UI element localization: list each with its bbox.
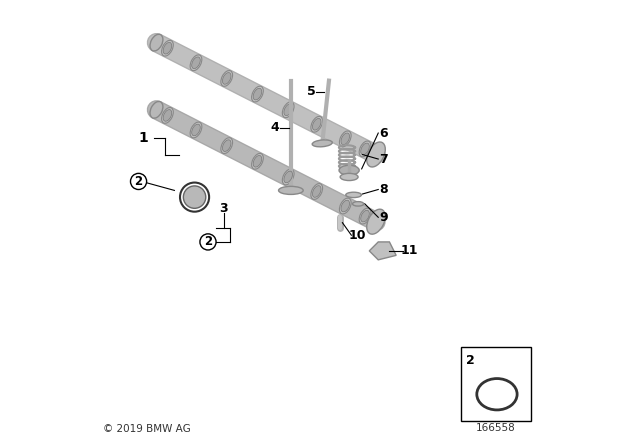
Ellipse shape	[192, 124, 200, 136]
Text: 11: 11	[401, 244, 419, 258]
Ellipse shape	[339, 131, 351, 147]
Ellipse shape	[359, 141, 371, 157]
Ellipse shape	[223, 140, 231, 151]
Ellipse shape	[312, 118, 321, 130]
Text: 6: 6	[380, 126, 388, 140]
Text: 4: 4	[271, 121, 280, 134]
Ellipse shape	[339, 165, 359, 175]
Ellipse shape	[184, 186, 206, 208]
Text: 2: 2	[134, 175, 143, 188]
Ellipse shape	[353, 202, 364, 206]
Ellipse shape	[341, 200, 349, 212]
Text: © 2019 BMW AG: © 2019 BMW AG	[103, 424, 191, 434]
Ellipse shape	[161, 108, 173, 123]
Ellipse shape	[192, 57, 200, 69]
Ellipse shape	[311, 116, 323, 132]
Ellipse shape	[339, 198, 351, 214]
Text: 9: 9	[380, 211, 388, 224]
Ellipse shape	[282, 169, 294, 185]
Text: 10: 10	[348, 228, 366, 242]
Text: 3: 3	[220, 202, 228, 215]
Ellipse shape	[312, 185, 321, 197]
Circle shape	[200, 234, 216, 250]
Text: 1: 1	[138, 130, 148, 145]
Ellipse shape	[367, 209, 385, 234]
Ellipse shape	[282, 102, 294, 118]
Ellipse shape	[367, 142, 385, 167]
Ellipse shape	[312, 140, 332, 147]
Ellipse shape	[253, 88, 262, 100]
Text: 166558: 166558	[476, 423, 516, 433]
Ellipse shape	[361, 210, 369, 222]
Ellipse shape	[221, 70, 232, 86]
Ellipse shape	[190, 55, 202, 71]
Text: 2: 2	[466, 354, 474, 367]
Ellipse shape	[223, 73, 231, 84]
Ellipse shape	[150, 34, 163, 51]
Ellipse shape	[163, 110, 172, 121]
Ellipse shape	[221, 138, 232, 154]
Ellipse shape	[340, 173, 358, 181]
Ellipse shape	[163, 43, 172, 54]
Ellipse shape	[252, 153, 263, 169]
Text: 8: 8	[380, 183, 388, 196]
Ellipse shape	[359, 208, 371, 224]
Ellipse shape	[341, 133, 349, 145]
Ellipse shape	[252, 86, 263, 102]
Text: 7: 7	[380, 152, 388, 166]
Bar	[461, 347, 531, 421]
Ellipse shape	[284, 171, 292, 183]
Ellipse shape	[190, 122, 202, 138]
Polygon shape	[369, 242, 396, 260]
Ellipse shape	[278, 186, 303, 194]
Ellipse shape	[284, 104, 292, 116]
Circle shape	[131, 173, 147, 190]
Text: 5: 5	[307, 85, 316, 99]
Ellipse shape	[150, 101, 163, 118]
Ellipse shape	[161, 40, 173, 56]
Text: 2: 2	[204, 235, 212, 249]
Ellipse shape	[346, 192, 362, 198]
Ellipse shape	[311, 184, 323, 199]
Ellipse shape	[361, 143, 369, 155]
Ellipse shape	[253, 155, 262, 167]
